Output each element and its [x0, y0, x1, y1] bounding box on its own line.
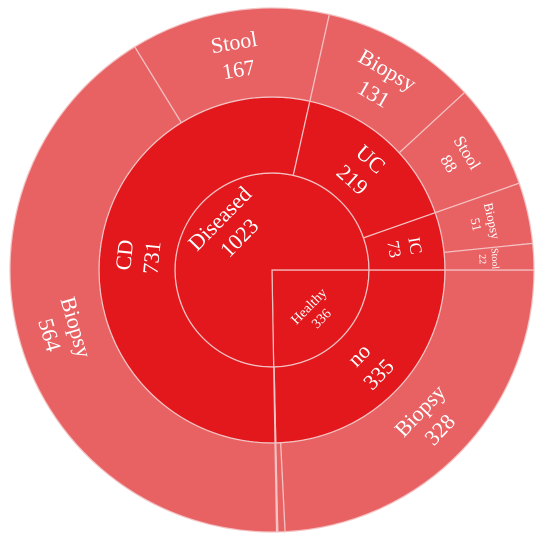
node-diseased-0-cd-0-label: CD731	[110, 237, 166, 275]
node-diseased-0-ic-2-stool-1-segment	[443, 242, 535, 271]
node-diseased-0-ic-2-label: IC73	[383, 236, 426, 260]
node-diseased-0-ic-2-stool-1-label: Stool22	[476, 248, 501, 271]
node-diseased-0-cd-0-biopsy-0-segment	[9, 45, 278, 533]
node-healthy-0-no-0-biopsy-0-segment	[279, 269, 535, 533]
sunburst-rings	[9, 7, 535, 533]
